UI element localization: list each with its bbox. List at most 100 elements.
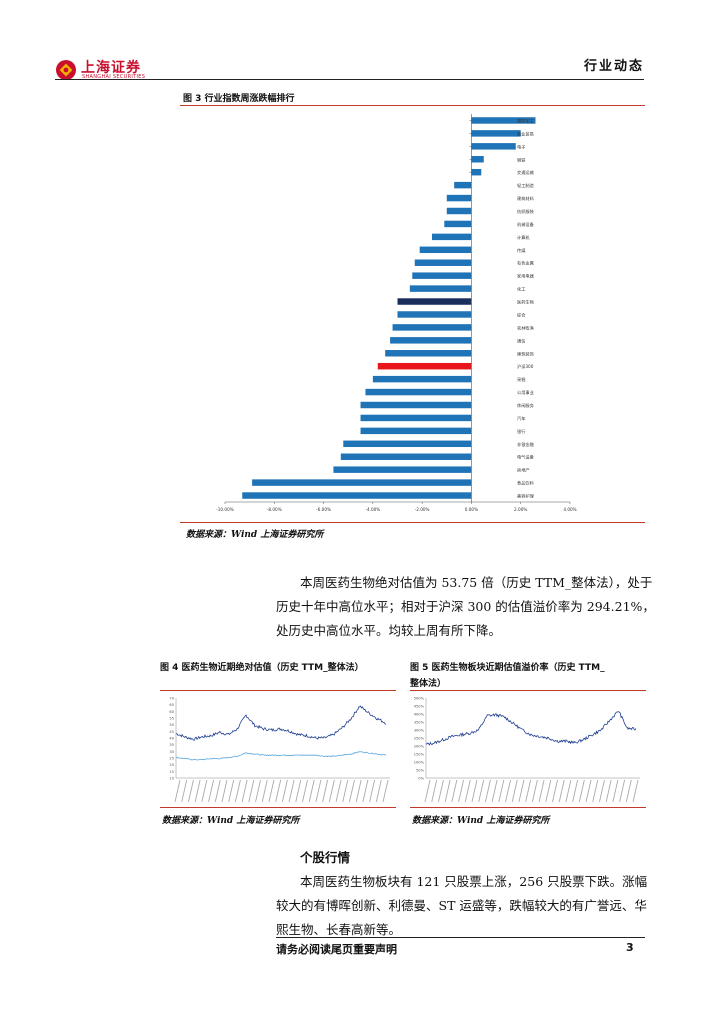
- bar: [397, 311, 472, 318]
- x-date-label: [234, 779, 241, 803]
- category-label: 综合: [517, 311, 526, 318]
- y-tick-label: 150%: [414, 753, 425, 757]
- y-tick-label: 200%: [414, 745, 425, 749]
- x-tick-label: -10.00%: [216, 507, 233, 512]
- category-label: 化工: [517, 286, 525, 293]
- y-tick-label: 0%: [418, 777, 424, 781]
- x-date-label: [605, 779, 612, 803]
- figure-3-source: 数据来源：Wind 上海证券研究所: [186, 530, 324, 540]
- category-label: 传媒: [517, 247, 526, 254]
- y-tick-label: 250%: [414, 737, 425, 741]
- x-date-label: [451, 779, 458, 803]
- x-date-label: [531, 779, 538, 803]
- x-tick-label: 4.00%: [563, 507, 576, 512]
- x-date-label: [518, 779, 525, 803]
- x-date-label: [552, 779, 558, 803]
- section-2-line-3: 熙生物、长春高新等。: [276, 922, 402, 937]
- category-label: 医药生物: [517, 299, 534, 306]
- category-label: 银行: [517, 428, 525, 435]
- bar: [392, 324, 472, 331]
- bar: [333, 466, 472, 473]
- y-tick-label: 45: [169, 730, 174, 734]
- section-2-line-1: 本周医药生物板块有 121 只股票上涨，256 只股票下跌。涨幅: [300, 874, 648, 889]
- category-label: 沪深300: [517, 363, 534, 370]
- category-label: 汽车: [517, 415, 525, 422]
- bar: [409, 285, 472, 292]
- x-date-label: [578, 779, 585, 803]
- x-date-label: [572, 779, 579, 803]
- figure-5-caption-line-2: 整体法）: [410, 679, 447, 689]
- bar: [360, 427, 472, 435]
- x-date-label: [585, 779, 592, 803]
- y-tick-label: 400%: [414, 713, 425, 717]
- category-label: 公用事业: [517, 389, 534, 396]
- x-date-label: [255, 779, 261, 803]
- category-label: 家用电器: [517, 273, 535, 280]
- category-label: 采掘: [517, 376, 525, 383]
- y-tick-label: 35: [169, 743, 174, 747]
- paragraph-1-line-1: 本周医药生物绝对估值为 53.75 倍（历史 TTM_整体法），处于: [300, 575, 653, 590]
- section-2-heading: 个股行情: [300, 850, 351, 865]
- y-tick-label: 50%: [416, 769, 425, 773]
- bar: [414, 259, 472, 266]
- bar: [471, 168, 482, 176]
- category-label: 电气设备: [517, 454, 535, 461]
- figure-3-bottom-rule: [180, 522, 645, 523]
- footer-divider: [276, 937, 645, 938]
- x-date-label: [241, 779, 248, 803]
- y-tick-label: 300%: [414, 729, 425, 733]
- bar: [360, 414, 472, 422]
- x-date-label: [355, 779, 362, 803]
- paragraph-1-line-3: 处历史中高位水平。均较上周有所下降。: [276, 623, 502, 638]
- x-tick-label: -8.00%: [267, 507, 282, 512]
- category-label: 建筑装饰: [517, 350, 534, 357]
- x-date-label: [632, 779, 639, 803]
- brand-name-en: SHANGHAI SECURITIES: [82, 74, 146, 80]
- category-label: 房地产: [517, 467, 530, 474]
- x-date-label: [194, 779, 201, 803]
- y-tick-label: 350%: [414, 721, 425, 725]
- category-label: 电子: [517, 143, 525, 149]
- section-label: 行业动态: [583, 59, 644, 74]
- brand-logo-icon: [56, 60, 76, 80]
- x-date-label: [248, 779, 255, 803]
- brand-name: 上海证券: [81, 60, 141, 76]
- bar: [419, 246, 472, 254]
- x-date-label: [505, 779, 511, 803]
- x-date-label: [221, 779, 228, 803]
- paragraph-1-line-2: 历史十年中高位水平；相对于沪深 300 的估值溢价率为 294.21%，: [276, 599, 655, 614]
- bar: [390, 337, 472, 344]
- x-date-label: [335, 779, 342, 803]
- y-tick-label: 100%: [414, 761, 425, 765]
- series-line: [176, 751, 387, 761]
- bar: [471, 143, 516, 150]
- bar: [412, 272, 472, 279]
- x-date-label: [201, 779, 208, 803]
- x-date-label: [268, 779, 275, 803]
- category-label: 计算机: [517, 234, 530, 241]
- category-label: 机械设备: [517, 221, 535, 228]
- bar: [372, 375, 472, 383]
- x-date-label: [498, 779, 505, 803]
- x-date-label: [295, 779, 302, 803]
- x-date-label: [349, 779, 355, 803]
- y-tick-label: 70: [169, 697, 174, 701]
- category-label: 建筑材料: [517, 195, 535, 202]
- x-date-label: [181, 779, 188, 803]
- x-date-label: [511, 779, 518, 803]
- x-date-label: [382, 779, 389, 803]
- figure-4-caption: 图 4 医药生物近期绝对估值（历史 TTM_整体法）: [160, 663, 364, 673]
- bar: [444, 220, 472, 228]
- figure-5-top-rule: [410, 690, 646, 691]
- x-tick-label: 2.00%: [514, 507, 527, 512]
- y-tick-label: 40: [169, 737, 174, 741]
- footer-disclaimer: 请务必阅读尾页重要声明: [276, 943, 397, 956]
- x-date-label: [558, 779, 565, 803]
- brand-logo: 上海证券 SHANGHAI SECURITIES: [55, 57, 155, 83]
- figure-4-line-chart: 70 65 60 55 50 45 40 35 30 25 20 15 10: [169, 697, 390, 803]
- category-label: 纺织服装: [517, 208, 535, 215]
- x-date-label: [538, 779, 545, 803]
- category-label: 非银金融: [517, 441, 535, 448]
- category-label: 食品饮料: [517, 480, 535, 487]
- figure-3-bar-chart: 国防军工商业贸易电子钢铁交通运输轻工制造建筑材料纺织服装机械设备计算机传媒有色金…: [216, 114, 577, 512]
